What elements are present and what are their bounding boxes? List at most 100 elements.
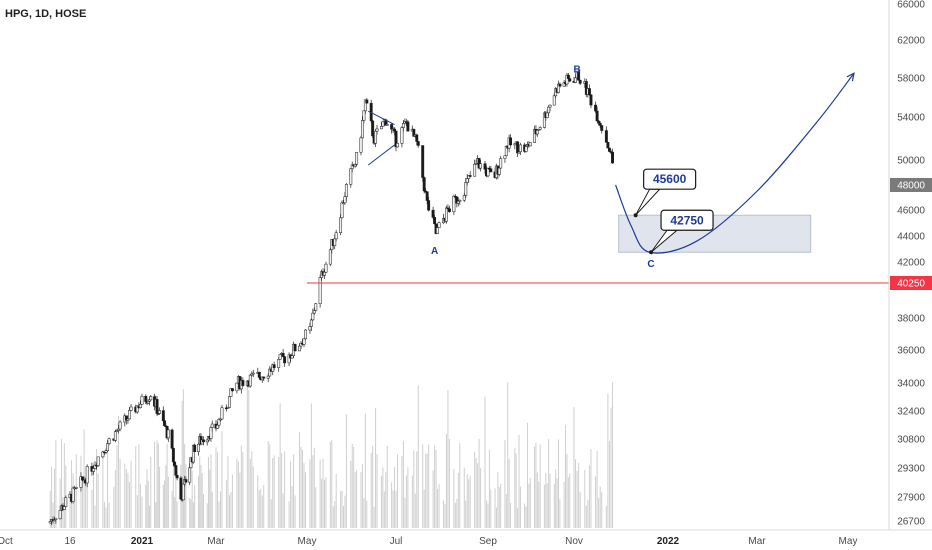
candle-body (371, 120, 375, 137)
candle-body (379, 126, 383, 130)
candle-body (251, 372, 255, 375)
triangle-upper-line[interactable] (368, 110, 395, 125)
candle-body (196, 443, 200, 452)
candle-body (584, 81, 588, 95)
candle-body (464, 182, 468, 196)
time-tick-label: Nov (565, 536, 583, 547)
candle-body (314, 303, 318, 311)
candle-body (173, 461, 177, 466)
time-tick-label: Jul (390, 536, 403, 547)
candle-body (437, 222, 441, 228)
candle-body (290, 355, 294, 359)
candle-body (365, 99, 369, 104)
candle-body (140, 395, 144, 405)
candle-body (445, 207, 448, 222)
candle-body (349, 168, 353, 185)
candle-body (374, 130, 378, 144)
candle-body (595, 110, 599, 122)
candle-body (499, 158, 503, 169)
candle-body (518, 144, 522, 153)
candle-body (293, 343, 297, 352)
candle-body (350, 164, 354, 170)
candle-body (340, 202, 344, 219)
candle-body (431, 209, 435, 218)
wave-label-c: C (647, 259, 654, 270)
candle-body (400, 127, 404, 144)
candle-body (509, 137, 513, 146)
candle-body (600, 125, 604, 131)
candle-body (566, 74, 570, 79)
candle-body (278, 354, 282, 360)
time-axis[interactable] (0, 530, 932, 550)
candle-body (64, 497, 68, 507)
candle-body (363, 99, 367, 112)
candle-body (96, 456, 100, 466)
candle-body (574, 77, 577, 83)
candle-body (146, 401, 150, 404)
candle-body (205, 439, 209, 443)
price-axis[interactable] (889, 0, 932, 530)
time-tick-label: 2021 (131, 536, 154, 547)
candle-body (344, 184, 348, 197)
candle-body (79, 476, 83, 488)
candle-body (607, 147, 611, 152)
drawing-layer[interactable]: A B C 45600 42750 (307, 64, 889, 284)
candle-body (54, 518, 58, 521)
price-callout[interactable]: 45600 (633, 168, 697, 218)
candle-body (184, 479, 188, 483)
callout-anchor-dot (633, 213, 638, 218)
candle-body (597, 120, 601, 124)
candle-body (179, 477, 183, 500)
candle-body (578, 79, 582, 84)
callout-box (643, 168, 697, 190)
price-tick-label: 46000 (897, 206, 925, 217)
candle-body (128, 410, 131, 420)
candle-body (558, 83, 562, 87)
candle-body (166, 429, 170, 439)
candle-body (181, 483, 185, 501)
candle-body (390, 124, 394, 130)
candle-body (516, 141, 520, 154)
candle-body (227, 396, 231, 408)
candle-body (535, 130, 539, 135)
candle-body (606, 142, 610, 149)
candle-body (427, 200, 431, 211)
candle-body (202, 439, 205, 443)
candle-body (412, 128, 416, 137)
candle-body (210, 423, 214, 428)
candle-body (277, 358, 281, 368)
candle-body (217, 419, 221, 426)
candle-body (149, 396, 153, 401)
candle-body (62, 506, 66, 510)
candle-body (71, 487, 75, 502)
candle-body (425, 191, 429, 201)
price-tick-label: 50000 (897, 156, 925, 167)
candle-body (272, 364, 276, 368)
wave-label-b: B (573, 64, 580, 75)
candle-body (241, 380, 245, 386)
candle-layer (48, 69, 614, 526)
candle-body (161, 410, 165, 421)
triangle-lower-line[interactable] (367, 144, 395, 166)
price-axis-badges: 48000 40250 (890, 178, 932, 290)
candle-body (333, 238, 337, 246)
target-zone-rectangle[interactable] (618, 214, 812, 253)
price-callout[interactable]: 42750 (649, 209, 714, 255)
candle-body (323, 271, 326, 276)
candle-body (118, 421, 122, 430)
support-price-badge-label: 40250 (897, 279, 925, 290)
candle-body (416, 141, 420, 146)
projection-curve[interactable] (615, 72, 855, 254)
candle-body (528, 142, 532, 147)
candle-body (362, 110, 366, 121)
candle-body (548, 104, 552, 108)
candle-body (360, 120, 364, 139)
candle-body (497, 167, 501, 175)
candle-body (312, 310, 316, 314)
candle-body (458, 199, 462, 202)
candle-body (235, 382, 239, 392)
candle-body (401, 123, 405, 128)
candle-body (107, 438, 111, 444)
last-price-badge-label: 48000 (897, 181, 925, 192)
